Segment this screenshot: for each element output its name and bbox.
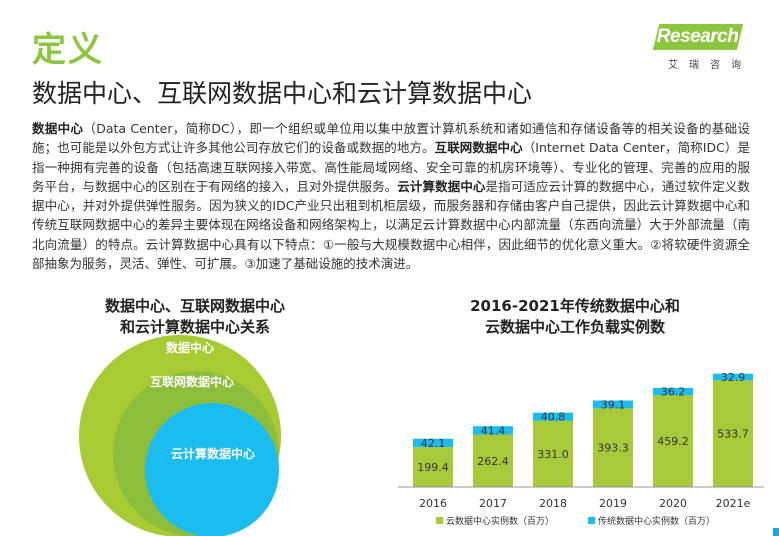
- page-marker: [773, 528, 779, 536]
- cloud-value-label: 199.4: [417, 461, 449, 474]
- cloud-value-label: 459.2: [657, 435, 689, 448]
- legend-label-cloud: 云数据中心实例数（百万）: [446, 515, 554, 527]
- venn-middle-label: 互联网数据中心: [150, 374, 234, 389]
- term-idc: 互联网数据中心: [434, 140, 523, 156]
- cloud-bar: [593, 408, 633, 487]
- traditional-bar: [713, 373, 753, 381]
- traditional-value-label: 32.9: [721, 371, 746, 384]
- legend-swatch-cloud: [436, 517, 443, 524]
- traditional-bar: [653, 387, 693, 396]
- traditional-value-label: 36.2: [661, 386, 686, 399]
- legend-swatch-traditional: [588, 517, 595, 524]
- cloud-bar: [533, 420, 573, 487]
- dc-definition: （Data Center，简称DC），即一个组织或单位用以集中放置计算机系统和诸…: [32, 121, 750, 156]
- x-tick-label: 2019: [599, 497, 627, 510]
- cloud-value-label: 533.7: [717, 428, 749, 441]
- venn-outer-label: 数据中心: [166, 340, 214, 355]
- cloud-value-label: 331.0: [537, 448, 569, 461]
- section-label: 定义: [32, 30, 104, 70]
- definition-paragraph: 数据中心（Data Center，简称DC），即一个组织或单位用以集中放置计算机…: [32, 119, 750, 273]
- x-tick-label: 2017: [479, 497, 507, 510]
- logo-subtitle: 艾瑞咨询: [668, 60, 752, 71]
- traditional-value-label: 39.1: [601, 398, 626, 411]
- cloud-bar: [413, 447, 453, 487]
- cloud-value-label: 393.3: [597, 442, 629, 455]
- cloud-bar: [713, 380, 753, 487]
- traditional-value-label: 42.1: [421, 437, 446, 450]
- venn-inner-label: 云计算数据中心: [171, 446, 255, 461]
- cloud-bar: [653, 395, 693, 487]
- venn-title: 数据中心、互联网数据中心 和云计算数据中心关系: [60, 296, 330, 338]
- logo-text: iResearch: [652, 26, 739, 47]
- x-tick-label: 2020: [659, 497, 687, 510]
- relationship-venn-diagram: 数据中心 互联网数据中心 云计算数据中心: [79, 335, 281, 536]
- cloud-bar: [473, 434, 513, 487]
- venn-title-line2: 和云计算数据中心关系: [119, 318, 270, 336]
- idc-definition: （Internet Data Center，简称IDC）是指一种拥有完善的设备（…: [32, 140, 750, 194]
- chart-title-line2: 云数据中心工作负载实例数: [484, 318, 665, 336]
- venn-title-line1: 数据中心、互联网数据中心: [104, 297, 285, 315]
- venn-inner-circle: [145, 403, 279, 536]
- traditional-bar: [593, 400, 633, 409]
- x-tick-label: 2016: [419, 497, 447, 510]
- page-title: 数据中心、互联网数据中心和云计算数据中心: [32, 79, 533, 108]
- term-cloud-dc: 云计算数据中心: [397, 178, 486, 194]
- traditional-value-label: 41.4: [481, 424, 506, 437]
- x-tick-label: 2018: [539, 497, 567, 510]
- traditional-bar: [413, 438, 453, 448]
- stacked-bar-chart: 199.4 42.1 2016 262.4 41.4 2017 331.0 40.8 2018 3…: [398, 371, 764, 527]
- traditional-value-label: 40.8: [541, 411, 566, 424]
- cloud-value-label: 262.4: [477, 455, 509, 468]
- iresearch-logo: iResearch 艾瑞咨询: [648, 20, 744, 71]
- traditional-bar: [473, 426, 513, 435]
- traditional-bar: [533, 412, 573, 421]
- term-dc: 数据中心: [32, 121, 84, 136]
- legend-label-traditional: 传统数据中心实例数（百万）: [598, 515, 715, 527]
- chart-title: 2016-2021年传统数据中心和 云数据中心工作负载实例数: [410, 296, 740, 338]
- cloud-dc-definition: 是指可适应云计算的数据中心，通过软件定义数据中心，并对外提供弹性服务。因为狭义的…: [32, 178, 750, 272]
- chart-title-line1: 2016-2021年传统数据中心和: [470, 297, 680, 315]
- x-tick-label: 2021e: [716, 497, 751, 510]
